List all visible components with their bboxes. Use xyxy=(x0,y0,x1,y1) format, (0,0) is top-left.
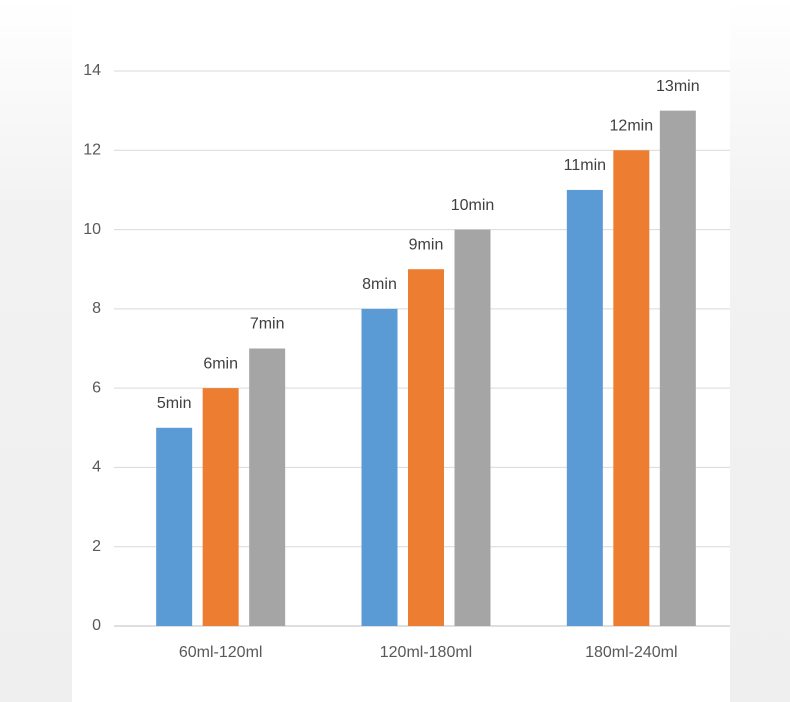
bar xyxy=(408,269,444,626)
bar xyxy=(361,308,398,626)
value-label: 8min xyxy=(362,276,397,293)
bar xyxy=(202,388,239,626)
bar xyxy=(566,189,603,626)
value-label: 13min xyxy=(656,78,700,95)
value-label: 11min xyxy=(564,157,606,174)
bar xyxy=(156,427,193,626)
value-label: 6min xyxy=(203,355,238,372)
y-tick-label: 2 xyxy=(92,538,101,555)
bar xyxy=(249,348,286,626)
x-tick-label: 60ml-120ml xyxy=(179,644,263,661)
bar xyxy=(659,110,696,626)
value-label: 10min xyxy=(451,197,495,214)
y-tick-label: 12 xyxy=(83,142,101,159)
y-tick-label: 14 xyxy=(83,62,101,79)
value-label: 12min xyxy=(610,118,654,135)
value-label: 9min xyxy=(409,236,444,253)
y-tick-label: 0 xyxy=(92,617,101,634)
bar xyxy=(454,229,491,627)
bar xyxy=(613,150,650,627)
y-tick-label: 10 xyxy=(83,221,101,238)
x-tick-label: 180ml-240ml xyxy=(585,644,677,661)
y-tick-label: 8 xyxy=(92,300,101,317)
y-tick-label: 6 xyxy=(92,379,101,396)
x-tick-label: 120ml-180ml xyxy=(380,644,472,661)
value-label: 5min xyxy=(157,395,192,412)
value-label: 7min xyxy=(250,316,285,333)
y-tick-label: 4 xyxy=(92,459,101,476)
